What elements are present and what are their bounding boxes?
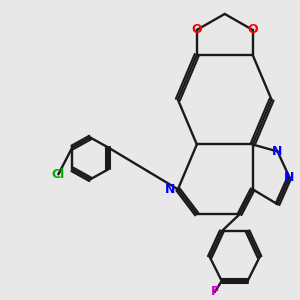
Text: N: N bbox=[284, 171, 295, 184]
Text: O: O bbox=[247, 23, 258, 36]
Text: F: F bbox=[211, 285, 219, 298]
Text: N: N bbox=[272, 145, 283, 158]
Text: Cl: Cl bbox=[52, 168, 65, 181]
Text: O: O bbox=[191, 23, 202, 36]
Text: N: N bbox=[165, 183, 175, 196]
